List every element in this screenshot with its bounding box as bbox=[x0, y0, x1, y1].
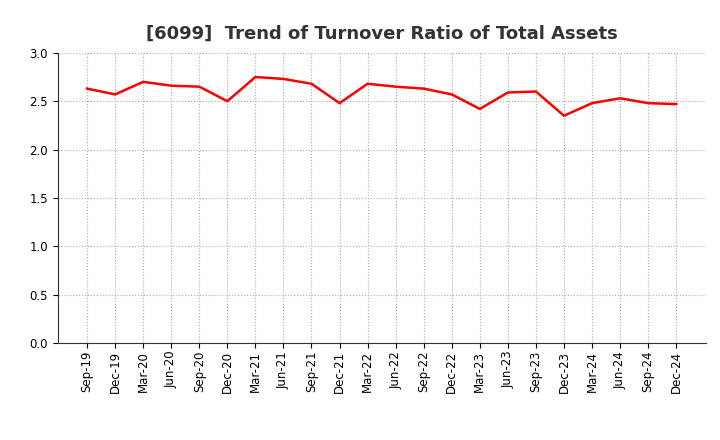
Title: [6099]  Trend of Turnover Ratio of Total Assets: [6099] Trend of Turnover Ratio of Total … bbox=[145, 25, 618, 43]
